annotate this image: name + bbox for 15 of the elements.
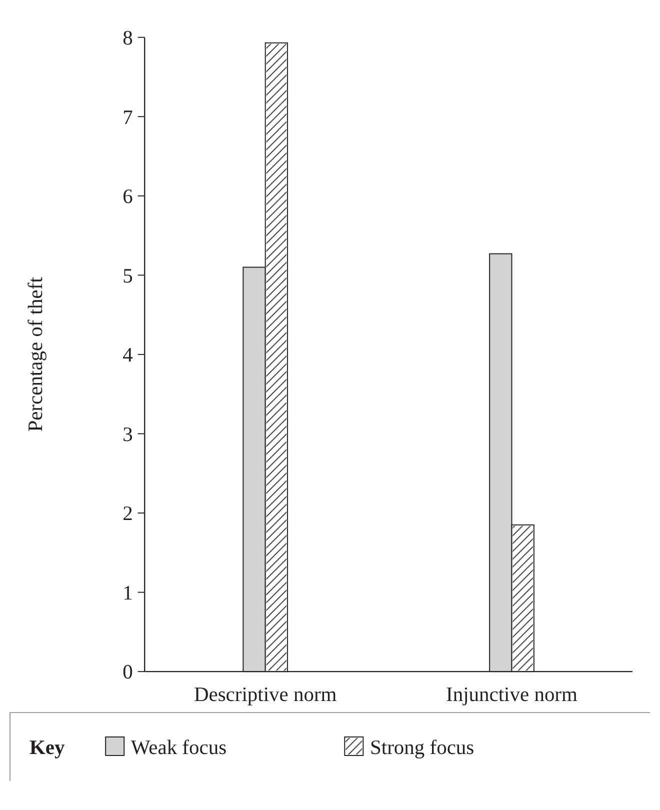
y-tick-label: 4 [122,344,133,367]
y-tick-label: 8 [122,28,133,50]
y-tick-label: 1 [122,582,133,604]
legend-label: Weak focus [130,736,227,759]
y-tick-label: 6 [122,186,133,208]
y-tick-label: 5 [122,265,133,288]
legend-label: Strong focus [370,736,474,759]
x-tick-label: Injunctive norm [446,684,578,706]
y-axis-title: Percentage of theft [25,276,48,432]
legend-title: Key [29,736,66,759]
y-tick-label: 0 [122,662,133,684]
y-tick-label: 7 [122,106,133,129]
y-tick-label: 2 [122,503,133,526]
y-tick-label: 3 [122,424,133,446]
x-tick-label: Descriptive norm [194,684,337,706]
